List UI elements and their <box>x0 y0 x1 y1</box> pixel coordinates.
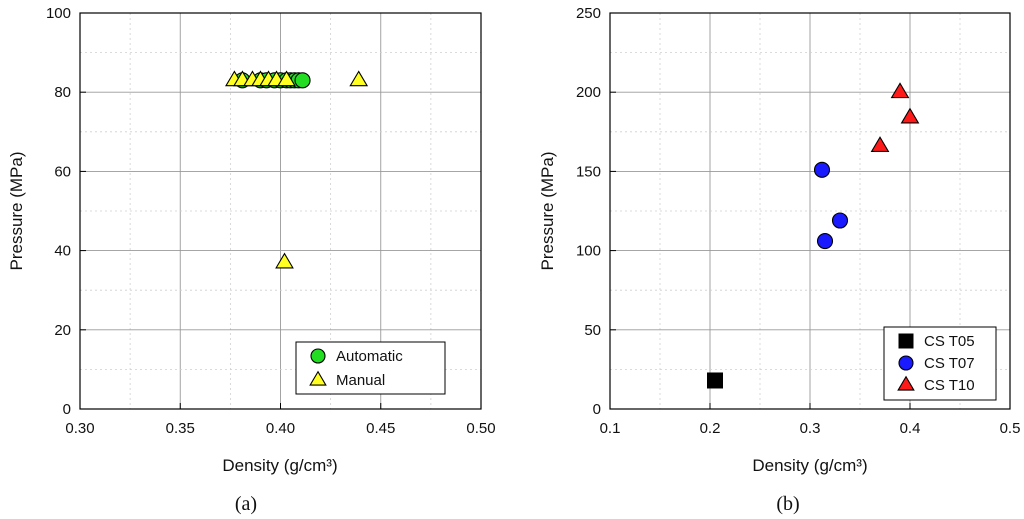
x-axis-title-b: Density (g/cm³) <box>752 456 867 475</box>
legend-a: Automatic Manual <box>295 341 446 395</box>
grid-b <box>610 13 1010 409</box>
y-tick-label: 100 <box>46 5 71 22</box>
y-tick-label: 60 <box>54 163 71 180</box>
chart-panel-b: 0.1 0.2 0.3 0.4 0.5 0 50 100 150 200 250 Density (… <box>538 5 1020 515</box>
panel-label-a: (a) <box>235 493 257 515</box>
y-tick-label: 80 <box>54 84 71 101</box>
data-point-cs-t10 <box>890 82 910 99</box>
data-point-cs-t05 <box>707 372 723 389</box>
marks-b <box>707 82 920 389</box>
legend-marker-automatic <box>310 348 326 364</box>
y-tick-label: 200 <box>576 84 601 101</box>
y-tick-label: 250 <box>576 5 601 22</box>
legend-b: CS T05 CS T07 CS T10 <box>883 326 997 401</box>
y-tick-label: 40 <box>54 243 71 260</box>
legend-marker-manual <box>309 370 327 386</box>
y-tick-label: 20 <box>54 322 71 339</box>
y-tick-label: 150 <box>576 163 601 180</box>
legend-label-automatic: Automatic <box>336 348 403 365</box>
marks-a <box>225 70 369 269</box>
y-tick-label: 0 <box>63 401 71 418</box>
x-tick-label: 0.2 <box>700 420 721 437</box>
x-tick-label: 0.1 <box>600 420 621 437</box>
y-axis-title-b: Pressure (MPa) <box>538 151 557 270</box>
x-tick-label: 0.45 <box>366 420 395 437</box>
data-point-cs-t07 <box>816 233 834 250</box>
data-point-cs-t07 <box>813 161 831 178</box>
x-tick-label: 0.30 <box>65 420 94 437</box>
y-tick-label: 50 <box>584 322 601 339</box>
y-tick-label: 0 <box>593 401 601 418</box>
x-tick-label: 0.4 <box>900 420 921 437</box>
legend-label-cs-t07: CS T07 <box>924 355 975 372</box>
data-point-cs-t07 <box>831 212 849 229</box>
x-tick-label: 0.40 <box>266 420 295 437</box>
data-point-manual <box>277 70 296 87</box>
x-tick-label: 0.50 <box>466 420 495 437</box>
y-tick-label: 100 <box>576 243 601 260</box>
ticks-a: 0.30 0.35 0.40 0.45 0.50 0 20 40 60 80 100 <box>46 5 496 437</box>
legend-marker-cs-t07 <box>898 355 914 371</box>
x-tick-label: 0.5 <box>1000 420 1021 437</box>
data-point-manual <box>275 252 294 269</box>
x-axis-title-a: Density (g/cm³) <box>222 456 337 475</box>
data-point-cs-t10 <box>870 136 890 153</box>
y-axis-title-a: Pressure (MPa) <box>7 151 26 270</box>
ticks-b: 0.1 0.2 0.3 0.4 0.5 0 50 100 150 200 250 <box>576 5 1020 437</box>
data-point-automatic <box>294 72 311 89</box>
legend-label-cs-t10: CS T10 <box>924 377 975 394</box>
panel-label-b: (b) <box>776 493 799 515</box>
legend-label-cs-t05: CS T05 <box>924 333 975 350</box>
legend-marker-cs-t10 <box>897 375 915 391</box>
x-tick-label: 0.3 <box>800 420 821 437</box>
data-point-manual <box>349 70 369 87</box>
x-tick-label: 0.35 <box>166 420 195 437</box>
data-point-cs-t10 <box>900 107 920 124</box>
chart-panel-a: 0.30 0.35 0.40 0.45 0.50 0 20 40 60 80 100 Density… <box>7 5 496 515</box>
legend-marker-cs-t05 <box>898 333 914 349</box>
legend-label-manual: Manual <box>336 372 385 389</box>
